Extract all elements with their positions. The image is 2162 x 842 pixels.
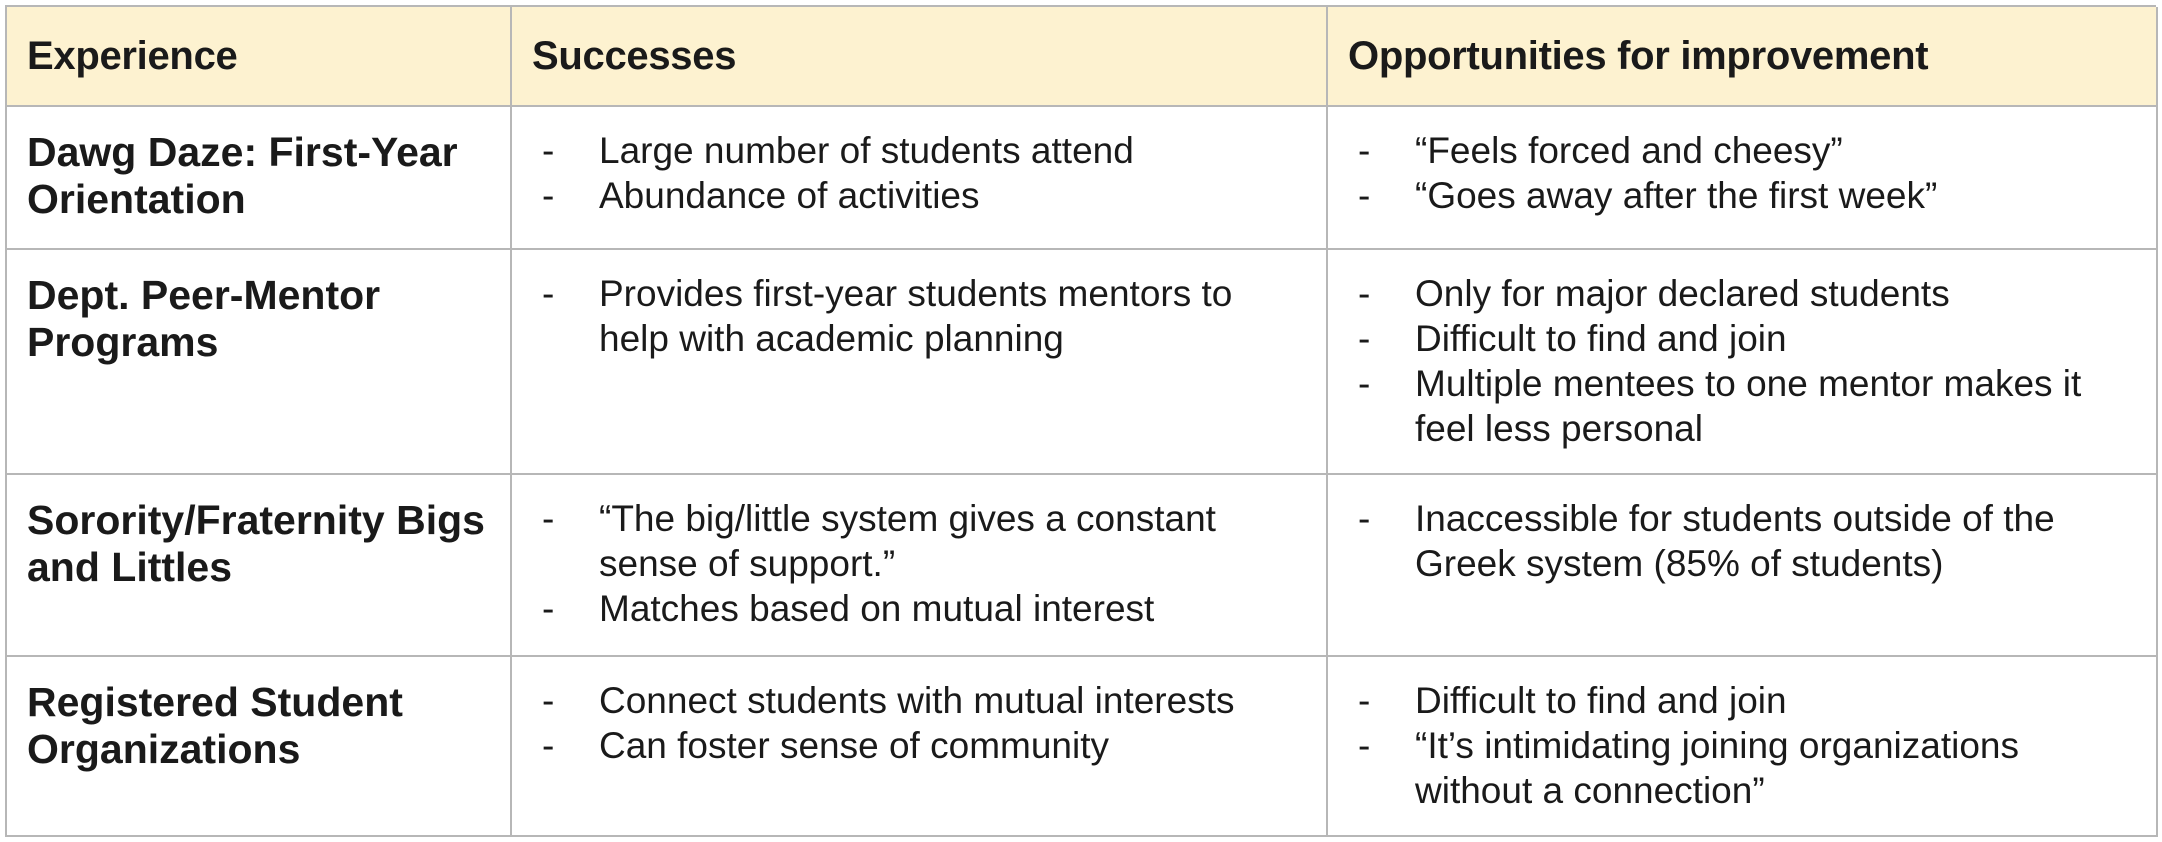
- bullet-dash: -: [1358, 498, 1371, 539]
- bullet-dash: -: [542, 273, 555, 314]
- opportunities-cell: - Only for major declared students - Diffic…: [1328, 250, 2158, 475]
- bullet-text: Multiple mentees to one mentor makes it …: [1415, 363, 2082, 449]
- opportunities-list: - Only for major declared students - Diffic…: [1328, 250, 2156, 451]
- bullet-dash: -: [1358, 175, 1371, 216]
- bullet-dash: -: [1358, 680, 1371, 721]
- bullet-dash: -: [1358, 130, 1371, 171]
- bullet-text: Can foster sense of community: [599, 725, 1109, 766]
- list-item: - “Feels forced and cheesy”: [1328, 128, 2136, 173]
- bullet-dash: -: [542, 130, 555, 171]
- successes-cell: - Provides first-year students mentors to…: [512, 250, 1328, 475]
- bullet-dash: -: [1358, 363, 1371, 404]
- experience-cell: Sorority/Fraternity Bigs and Littles: [7, 475, 512, 657]
- bullet-text: Inaccessible for students outside of the…: [1415, 498, 2055, 584]
- opportunities-list: - “Feels forced and cheesy” - “Goes away af…: [1328, 107, 2156, 218]
- opportunities-cell: - “Feels forced and cheesy” - “Goes away af…: [1328, 107, 2158, 250]
- opportunities-list: - Inaccessible for students outside of th…: [1328, 475, 2156, 586]
- successes-list: - Provides first-year students mentors to…: [512, 250, 1326, 361]
- list-item: - Difficult to find and join: [1328, 678, 2136, 723]
- successes-list: - Connect students with mutual interests -…: [512, 657, 1326, 768]
- list-item: - Matches based on mutual interest: [512, 586, 1306, 631]
- opportunities-cell: - Difficult to find and join - “It’s intimi…: [1328, 657, 2158, 837]
- successes-list: - “The big/little system gives a constant…: [512, 475, 1326, 631]
- bullet-dash: -: [1358, 273, 1371, 314]
- bullet-text: Only for major declared students: [1415, 273, 1950, 314]
- bullet-text: “Goes away after the first week”: [1415, 175, 1938, 216]
- bullet-text: Large number of students attend: [599, 130, 1134, 171]
- list-item: - Difficult to find and join: [1328, 316, 2136, 361]
- header-successes: Successes: [512, 7, 1328, 107]
- bullet-text: Connect students with mutual interests: [599, 680, 1235, 721]
- list-item: - Only for major declared students: [1328, 271, 2136, 316]
- comparison-table: Experience Successes Opportunities for i…: [5, 5, 2158, 837]
- list-item: - Abundance of activities: [512, 173, 1306, 218]
- bullet-text: “It’s intimidating joining organizations…: [1415, 725, 2019, 811]
- bullet-text: Difficult to find and join: [1415, 318, 1787, 359]
- bullet-text: Matches based on mutual interest: [599, 588, 1155, 629]
- list-item: - Multiple mentees to one mentor makes it…: [1328, 361, 2136, 451]
- bullet-text: “Feels forced and cheesy”: [1415, 130, 1843, 171]
- opportunities-list: - Difficult to find and join - “It’s intimi…: [1328, 657, 2156, 813]
- bullet-dash: -: [542, 588, 555, 629]
- bullet-dash: -: [542, 498, 555, 539]
- bullet-text: Abundance of activities: [599, 175, 980, 216]
- bullet-text: Provides first-year students mentors to …: [599, 273, 1233, 359]
- bullet-dash: -: [1358, 725, 1371, 766]
- list-item: - Large number of students attend: [512, 128, 1306, 173]
- bullet-dash: -: [1358, 318, 1371, 359]
- opportunities-cell: - Inaccessible for students outside of th…: [1328, 475, 2158, 657]
- list-item: - Provides first-year students mentors to…: [512, 271, 1306, 361]
- successes-list: - Large number of students attend - Abundan…: [512, 107, 1326, 218]
- successes-cell: - Large number of students attend - Abundan…: [512, 107, 1328, 250]
- list-item: - “The big/little system gives a constant…: [512, 496, 1306, 586]
- bullet-text: “The big/little system gives a constant …: [599, 498, 1216, 584]
- list-item: - Can foster sense of community: [512, 723, 1306, 768]
- experience-cell: Dawg Daze: First-Year Orientation: [7, 107, 512, 250]
- list-item: - “It’s intimidating joining organization…: [1328, 723, 2136, 813]
- header-experience: Experience: [7, 7, 512, 107]
- header-opportunities: Opportunities for improvement: [1328, 7, 2158, 107]
- list-item: - Connect students with mutual interests: [512, 678, 1306, 723]
- bullet-dash: -: [542, 175, 555, 216]
- list-item: - “Goes away after the first week”: [1328, 173, 2136, 218]
- experience-cell: Dept. Peer-Mentor Programs: [7, 250, 512, 475]
- bullet-dash: -: [542, 725, 555, 766]
- list-item: - Inaccessible for students outside of th…: [1328, 496, 2136, 586]
- successes-cell: - Connect students with mutual interests -…: [512, 657, 1328, 837]
- bullet-text: Difficult to find and join: [1415, 680, 1787, 721]
- experience-cell: Registered Student Organizations: [7, 657, 512, 837]
- bullet-dash: -: [542, 680, 555, 721]
- successes-cell: - “The big/little system gives a constant…: [512, 475, 1328, 657]
